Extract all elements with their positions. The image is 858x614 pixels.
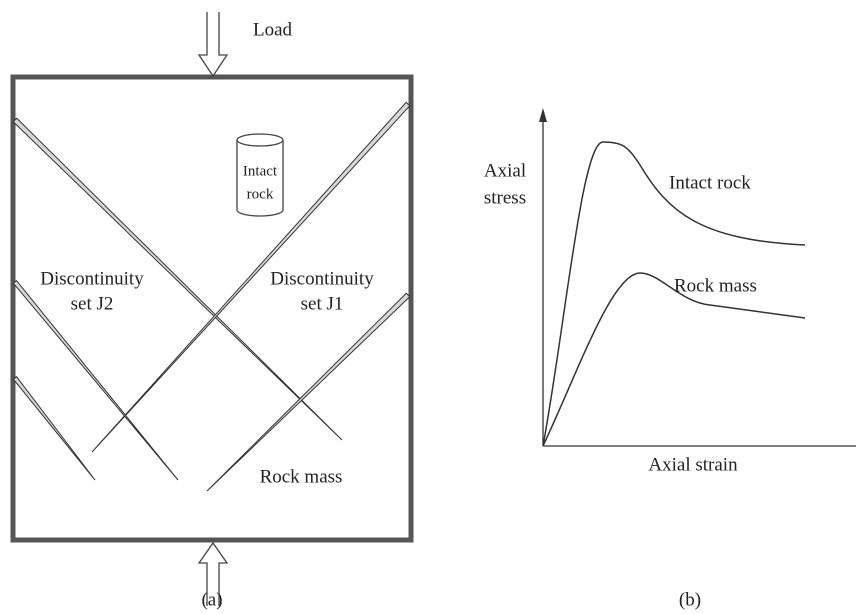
intact-rock-label: rock	[247, 186, 274, 202]
intact-rock-label: Intact	[243, 163, 278, 179]
load-label: Load	[253, 19, 293, 40]
rock-mass-curve	[543, 273, 805, 446]
rock-mass-label: Rock mass	[260, 466, 343, 487]
y-axis-label: Axial	[484, 160, 526, 181]
y-axis-label: stress	[484, 187, 526, 208]
set-j2-label: Discontinuity	[40, 268, 144, 289]
figure: Load Intact rock Discontinuity set J2 Di…	[0, 0, 858, 614]
x-axis-label: Axial strain	[648, 454, 738, 475]
set-j1-label: Discontinuity	[270, 268, 374, 289]
curve-label: Intact rock	[669, 172, 751, 193]
load-arrow-top	[199, 12, 227, 76]
y-axis-arrow	[539, 108, 547, 122]
set-j1-label: set J1	[301, 293, 344, 314]
cylinder-top	[237, 134, 283, 146]
caption-b: (b)	[679, 589, 701, 610]
curve-label: Rock mass	[674, 275, 757, 296]
page: Load Intact rock Discontinuity set J2 Di…	[0, 0, 858, 614]
set-j2-label: set J2	[71, 293, 114, 314]
caption-a: (a)	[201, 589, 222, 610]
